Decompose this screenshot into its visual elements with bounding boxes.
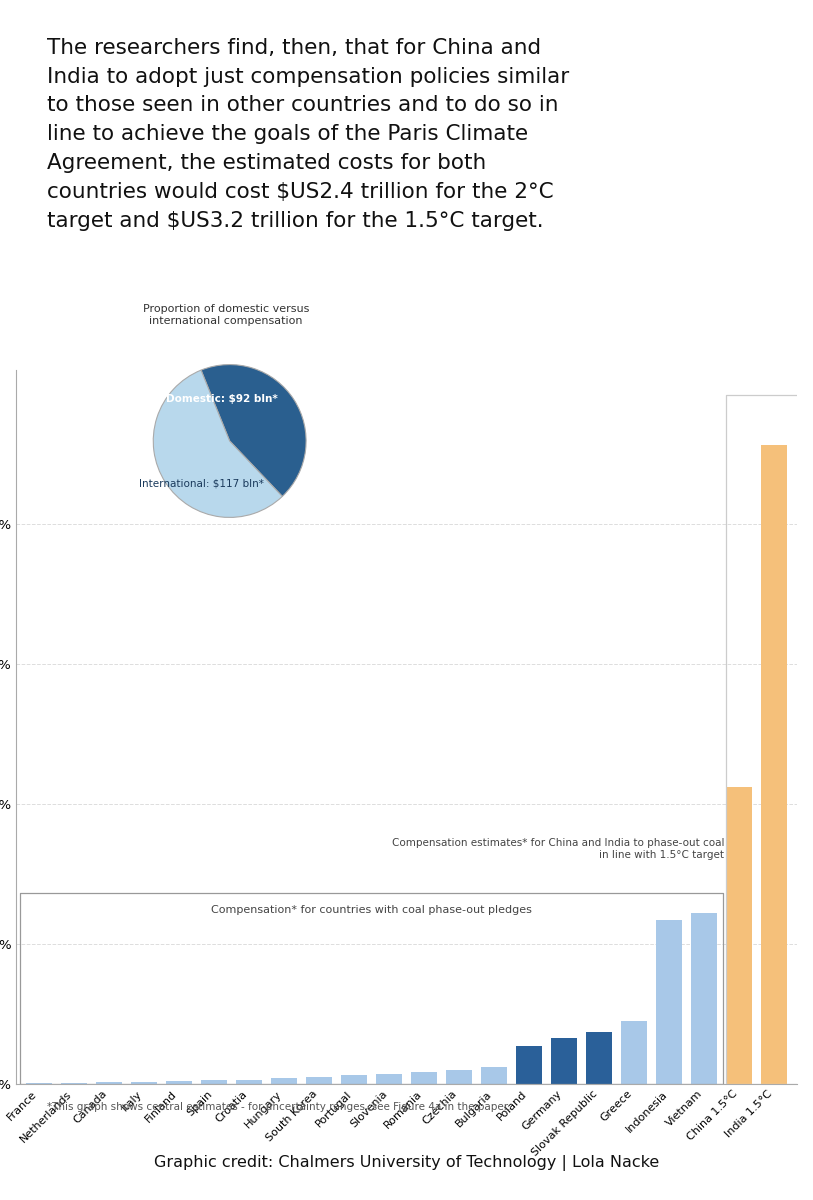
Wedge shape: [201, 365, 306, 497]
Bar: [202, 1080, 227, 1084]
Bar: [97, 1082, 122, 1084]
Bar: [132, 1082, 157, 1084]
Bar: [621, 1021, 646, 1084]
Bar: [762, 445, 787, 1084]
Bar: [551, 1038, 576, 1084]
Text: Proportion of domestic versus
international compensation: Proportion of domestic versus internatio…: [143, 304, 309, 325]
Wedge shape: [154, 370, 282, 517]
Text: Domestic: $92 bln*: Domestic: $92 bln*: [166, 394, 278, 404]
Bar: [726, 787, 751, 1084]
Bar: [341, 1075, 367, 1084]
Bar: [272, 1078, 297, 1084]
Bar: [516, 1046, 541, 1084]
Text: Compensation* for countries with coal phase-out pledges: Compensation* for countries with coal ph…: [211, 905, 532, 914]
Bar: [656, 920, 681, 1084]
Bar: [376, 1074, 402, 1084]
Bar: [481, 1067, 506, 1084]
Bar: [691, 913, 716, 1084]
Text: Graphic credit: Chalmers University of Technology | Lola Nacke: Graphic credit: Chalmers University of T…: [154, 1156, 659, 1171]
Text: *This graph shows central estimates - for uncertainty ranges, see Figure 4a in t: *This graph shows central estimates - fo…: [47, 1103, 511, 1112]
Bar: [411, 1072, 437, 1084]
Text: Compensation estimates* for China and India to phase-out coal
in line with 1.5°C: Compensation estimates* for China and In…: [392, 838, 724, 859]
Bar: [307, 1076, 332, 1084]
Bar: [446, 1070, 472, 1084]
Text: The researchers find, then, that for China and
India to adopt just compensation : The researchers find, then, that for Chi…: [47, 38, 570, 230]
Bar: [237, 1080, 262, 1084]
Bar: [586, 1032, 611, 1084]
Bar: [167, 1081, 192, 1084]
Text: International: $117 bln*: International: $117 bln*: [138, 478, 263, 488]
